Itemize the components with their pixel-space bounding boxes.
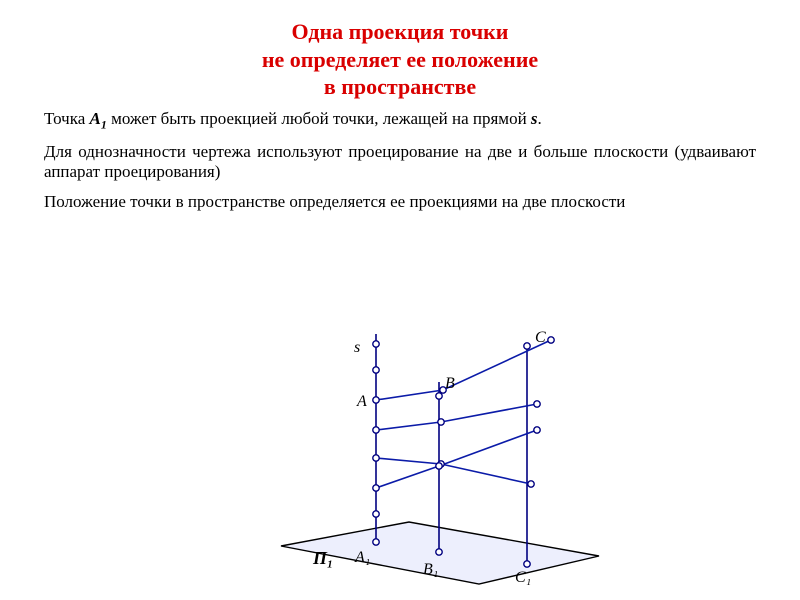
point-Aline-0 bbox=[373, 341, 379, 347]
para1-A: A bbox=[90, 109, 101, 128]
label-C: C bbox=[535, 329, 546, 346]
label-C1: C₁ bbox=[515, 569, 531, 586]
para1-text-a: Точка bbox=[44, 109, 90, 128]
point-Aline-2 bbox=[373, 397, 379, 403]
title-line-1: Одна проекция точки bbox=[44, 18, 756, 46]
point-Aline-6 bbox=[373, 511, 379, 517]
title-block: Одна проекция точки не определяет ее пол… bbox=[44, 18, 756, 101]
point-C1 bbox=[524, 561, 530, 567]
label-pi1: П₁ bbox=[312, 548, 333, 568]
ray-point-3 bbox=[436, 463, 442, 469]
ray-point-5 bbox=[534, 401, 540, 407]
para1-s: s bbox=[531, 109, 538, 128]
point-B bbox=[436, 393, 442, 399]
point-Aline-5 bbox=[373, 485, 379, 491]
projection-ray-1 bbox=[376, 404, 537, 430]
para1-text-c: . bbox=[538, 109, 542, 128]
ray-point-0 bbox=[440, 387, 446, 393]
point-Aline-3 bbox=[373, 427, 379, 433]
ray-point-1 bbox=[438, 419, 444, 425]
projection-diagram: AA₁BB₁CC₁sП₁ bbox=[245, 326, 615, 586]
label-A: A bbox=[356, 393, 367, 410]
para-3: Положение точки в пространстве определяе… bbox=[44, 192, 756, 212]
label-s: s bbox=[354, 339, 360, 356]
ray-point-7 bbox=[534, 427, 540, 433]
label-A₁: A₁ bbox=[354, 549, 370, 566]
title-line-2: не определяет ее положение bbox=[44, 46, 756, 74]
para-2: Для однозначности чертежа используют про… bbox=[44, 142, 756, 182]
point-Aline-1 bbox=[373, 367, 379, 373]
point-Aline-4 bbox=[373, 455, 379, 461]
ray-point-4 bbox=[548, 337, 554, 343]
label-B1: B₁ bbox=[423, 561, 438, 578]
ray-point-6 bbox=[528, 481, 534, 487]
para1-text-b: может быть проекцией любой точки, лежаще… bbox=[107, 109, 531, 128]
title-line-3: в пространстве bbox=[44, 73, 756, 101]
point-B1 bbox=[436, 549, 442, 555]
para-1: Точка A1 может быть проекцией любой точк… bbox=[44, 109, 756, 132]
point-C bbox=[524, 343, 530, 349]
point-Aline-7 bbox=[373, 539, 379, 545]
